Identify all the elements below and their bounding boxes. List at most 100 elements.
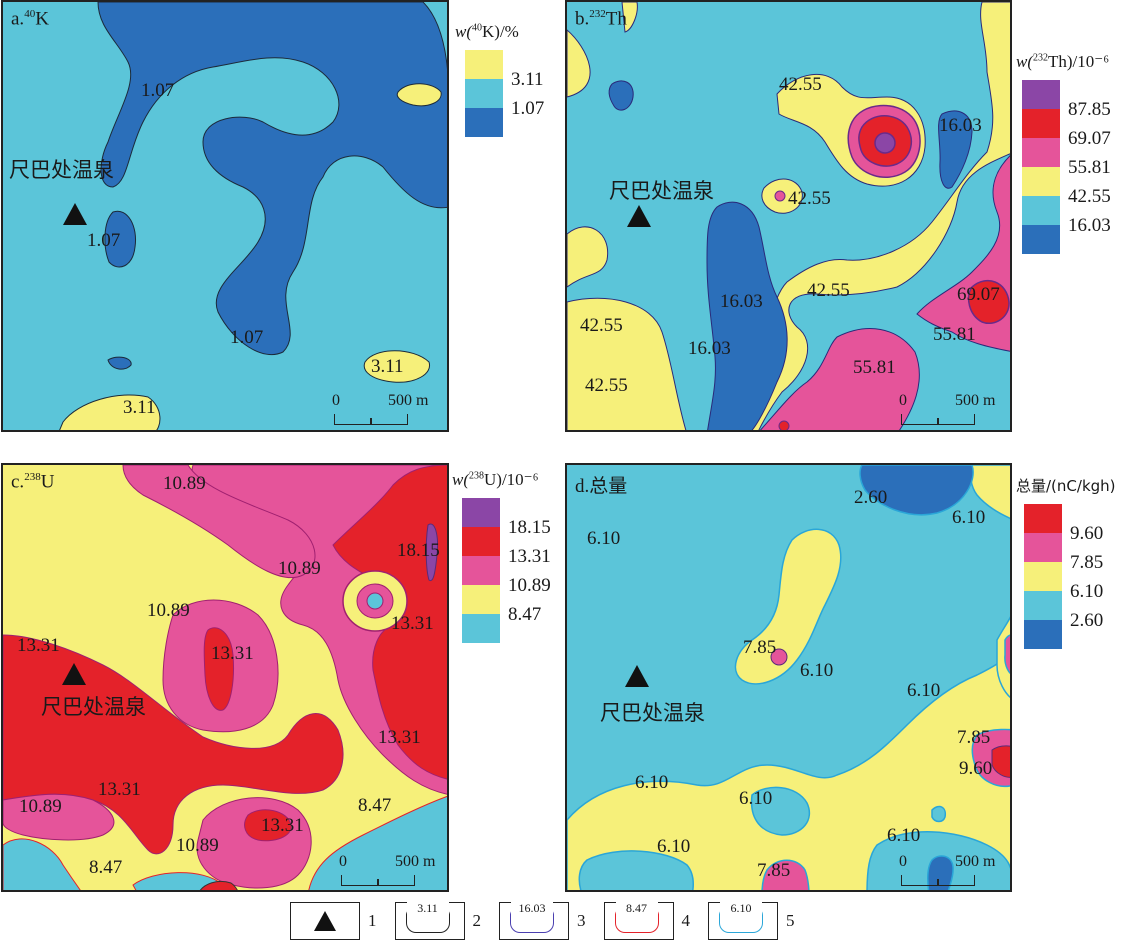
- legend-b-row: 87.85: [1022, 99, 1111, 138]
- zone-red: [244, 809, 292, 842]
- contour-line-icon: 8.47: [614, 901, 659, 933]
- legend-value: 6.10: [1070, 580, 1104, 602]
- legend-b-row: 42.55: [1022, 186, 1111, 225]
- zone-yellow: [621, 2, 638, 33]
- scale-length: 500 m: [955, 853, 996, 870]
- legend-b-title: w(232Th)/10⁻⁶: [1016, 52, 1110, 71]
- contour-label: 6.10: [952, 507, 986, 528]
- legend-b: w(232Th)/10⁻⁶ 87.85 69.07 55.81 42.55 16…: [1016, 52, 1111, 254]
- legend-value: 13.31: [508, 545, 551, 567]
- legend-swatch: [1022, 225, 1060, 254]
- scale-bar-line: [334, 414, 408, 425]
- scale-bar-mid: [377, 879, 379, 885]
- legend-swatch: [462, 527, 500, 556]
- legend-value: 55.81: [1068, 156, 1111, 178]
- zone-cyan: [578, 850, 694, 890]
- panel-c-title: c.238U: [11, 471, 55, 493]
- zone-pink: [3, 793, 115, 841]
- legend-swatch: [1024, 533, 1062, 562]
- legend-c-row: 18.15: [462, 517, 551, 556]
- scale-bar-line: [901, 414, 975, 425]
- zone-blue: [938, 110, 973, 189]
- legend-swatch: [1022, 138, 1060, 167]
- zone-cyan: [366, 592, 384, 610]
- contour-label: 55.81: [933, 324, 976, 345]
- zone-pink: [1004, 634, 1010, 674]
- legend-a-row: [465, 50, 544, 79]
- contour-label: 10.89: [176, 835, 219, 856]
- legend-swatch: [1022, 80, 1060, 109]
- zone-pink: [770, 648, 788, 666]
- contour-value: 8.47: [615, 901, 658, 916]
- symbol-legend-item: 16.03 3: [499, 901, 586, 940]
- contour-label: 13.31: [17, 635, 60, 656]
- symbol-legend-item: 1: [290, 902, 377, 940]
- scale-bar: 0 500 m: [897, 392, 1010, 426]
- scale-zero: 0: [899, 392, 907, 409]
- legend-value: 1.07: [511, 97, 545, 119]
- symbol-number: 2: [472, 911, 482, 930]
- contour-label: 6.10: [739, 788, 773, 809]
- panel-a-title: a.40K: [11, 8, 49, 30]
- zone-red: [3, 634, 344, 855]
- contour-label: 8.47: [89, 857, 123, 878]
- legend-swatch: [462, 614, 500, 643]
- legend-b-row: 69.07: [1022, 128, 1111, 167]
- contour-label: 16.03: [688, 338, 731, 359]
- contour-label: 10.89: [19, 796, 62, 817]
- legend-d-row: [1024, 504, 1116, 533]
- contour-value: 3.11: [406, 901, 449, 916]
- contour-label: 7.85: [757, 860, 791, 881]
- legend-value: 16.03: [1068, 214, 1111, 236]
- contour-label: 16.03: [939, 115, 982, 136]
- legend-swatch: [465, 79, 503, 108]
- contour-line-icon: 6.10: [719, 901, 763, 933]
- contour-label: 69.07: [957, 284, 1000, 305]
- contour-label: 3.11: [123, 397, 156, 418]
- zone-red: [778, 420, 790, 430]
- legend-swatch: [1022, 196, 1060, 225]
- legend-a-row: 1.07: [465, 98, 544, 137]
- zone-purple: [425, 523, 438, 582]
- scale-bar-line: [341, 875, 415, 886]
- scale-bar: 0 500 m: [897, 853, 1010, 887]
- zone-red: [967, 280, 1010, 324]
- contour-label: 10.89: [278, 558, 321, 579]
- legend-swatch: [1024, 504, 1062, 533]
- contour-label: 6.10: [635, 772, 669, 793]
- legend-swatch: [1024, 562, 1062, 591]
- legend-swatch: [1024, 620, 1062, 649]
- contour-label: 42.55: [807, 280, 850, 301]
- map-panel-b: b.232Th 42.55 16.03 42.55 42.55 16.03 69…: [565, 0, 1012, 432]
- legend-value: 8.47: [508, 603, 542, 625]
- hot-spring-marker-icon: [625, 665, 649, 687]
- contour-label: 1.07: [87, 230, 121, 251]
- scale-zero: 0: [339, 853, 347, 870]
- scale-bar-mid: [937, 879, 939, 885]
- contour-label: 18.15: [397, 540, 440, 561]
- scale-zero: 0: [332, 392, 340, 409]
- legend-value: 18.15: [508, 516, 551, 538]
- legend-value: 42.55: [1068, 185, 1111, 207]
- contour-line-icon: 16.03: [510, 901, 554, 933]
- contour-label: 7.85: [957, 727, 991, 748]
- contour-label: 13.31: [378, 727, 421, 748]
- legend-a: w(40K)/% 3.11 1.07: [455, 22, 544, 137]
- legend-swatch: [462, 585, 500, 614]
- contour-label: 42.55: [585, 375, 628, 396]
- zone-red: [199, 880, 238, 890]
- hot-spring-label: 尺巴处温泉: [9, 158, 114, 182]
- zone-blue: [608, 80, 634, 111]
- contour-line-icon: 3.11: [405, 901, 450, 933]
- zone-yellow: [363, 350, 431, 383]
- zone-purple: [874, 132, 896, 154]
- contour-label: 13.31: [98, 779, 141, 800]
- legend-b-row: 55.81: [1022, 157, 1111, 196]
- contour-value: 6.10: [720, 901, 762, 916]
- contour-label: 16.03: [720, 291, 763, 312]
- contour-label: 55.81: [853, 357, 896, 378]
- contour-label: 1.07: [141, 80, 175, 101]
- contour-label: 8.47: [358, 795, 392, 816]
- scale-bar-mid: [937, 418, 939, 424]
- zone-yellow: [59, 394, 161, 430]
